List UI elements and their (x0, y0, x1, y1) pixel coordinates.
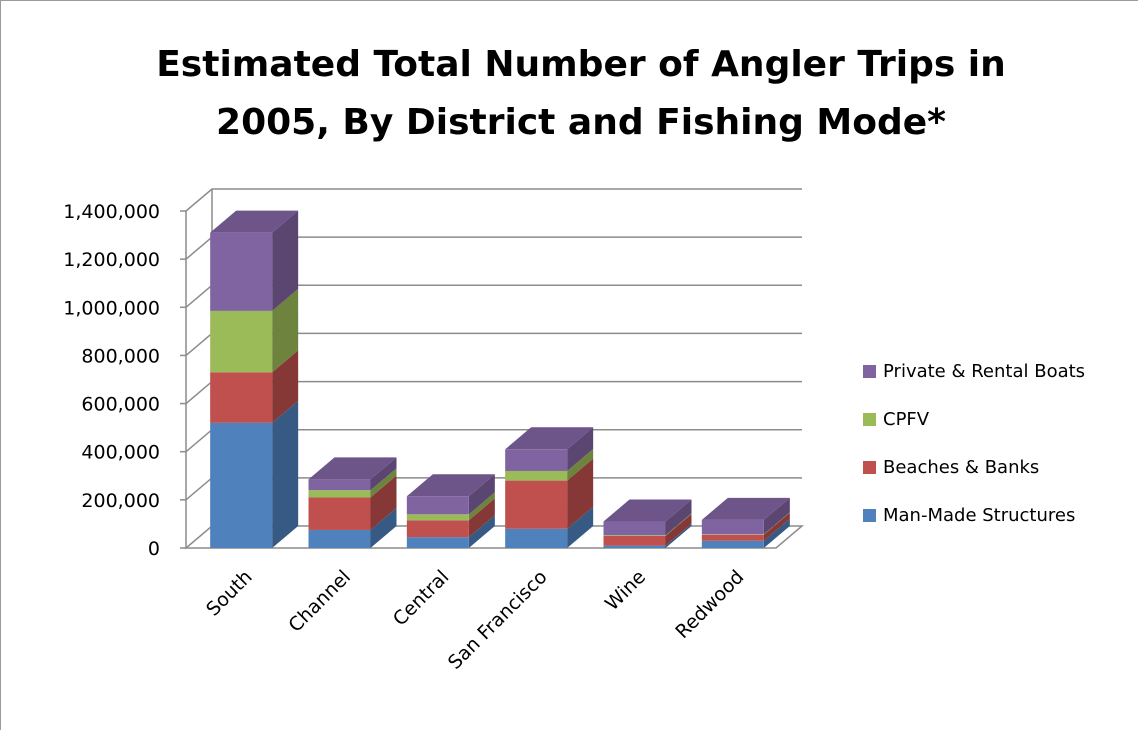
gridline (186, 189, 802, 211)
bar-side-man-made-structures (272, 401, 298, 548)
legend: Private & Rental Boats CPFV Beaches & Bank… (863, 361, 1085, 526)
bar-segment-private-rental-boats (604, 522, 666, 536)
legend-swatch (863, 509, 876, 522)
bar-segment-man-made-structures (702, 541, 764, 548)
x-tick-label: Wine (601, 566, 650, 615)
bars-layer (210, 211, 790, 548)
y-tick-label: 0 (148, 538, 160, 560)
x-tick-label: Redwood (671, 566, 748, 643)
y-tick-label: 800,000 (81, 345, 160, 367)
legend-label: Private & Rental Boats (883, 361, 1085, 382)
y-tick-label: 400,000 (81, 442, 160, 464)
y-tick-label: 1,400,000 (63, 201, 160, 223)
legend-swatch (863, 461, 876, 474)
y-tick-label: 1,000,000 (63, 297, 160, 319)
bar-segment-beaches-banks (702, 535, 764, 541)
bar-segment-man-made-structures (604, 546, 666, 548)
bar-segment-private-rental-boats (309, 479, 371, 490)
y-tick-label: 600,000 (81, 394, 160, 416)
chart-title-line-2: 2005, By District and Fishing Mode* (216, 102, 946, 143)
bar-segment-private-rental-boats (702, 520, 764, 534)
bar-segment-cpfv (604, 535, 666, 536)
bar-segment-private-rental-boats (407, 496, 469, 514)
bar-segment-cpfv (505, 471, 567, 481)
y-tick-label: 200,000 (81, 490, 160, 512)
bar-segment-private-rental-boats (210, 233, 272, 311)
legend-label: Man-Made Structures (883, 505, 1075, 526)
x-tick-label: San Francisco (444, 566, 552, 674)
bar-segment-beaches-banks (407, 520, 469, 537)
y-axis: 0 200,000 400,000 600,000 800,000 1,000,000 1,… (63, 201, 186, 560)
y-tick-label: 1,200,000 (63, 249, 160, 271)
bar-segment-man-made-structures (210, 423, 272, 548)
x-tick-label: Central (389, 566, 453, 630)
bar-segment-beaches-banks (505, 481, 567, 529)
legend-swatch (863, 365, 876, 378)
legend-swatch (863, 413, 876, 426)
bar-segment-man-made-structures (309, 530, 371, 548)
bar-segment-man-made-structures (505, 529, 567, 548)
bar-segment-beaches-banks (309, 497, 371, 529)
bar-segment-cpfv (309, 490, 371, 497)
bar-segment-beaches-banks (604, 536, 666, 546)
bar-segment-cpfv (210, 311, 272, 372)
legend-label: CPFV (883, 409, 930, 430)
bar-segment-cpfv (407, 514, 469, 520)
x-tick-label: South (202, 566, 257, 621)
bar-segment-beaches-banks (210, 372, 272, 423)
bar-segment-man-made-structures (407, 537, 469, 548)
legend-label: Beaches & Banks (883, 457, 1039, 478)
x-tick-label: Channel (284, 566, 355, 637)
bar-segment-private-rental-boats (505, 449, 567, 471)
chart-title-line-1: Estimated Total Number of Angler Trips i… (156, 44, 1006, 85)
